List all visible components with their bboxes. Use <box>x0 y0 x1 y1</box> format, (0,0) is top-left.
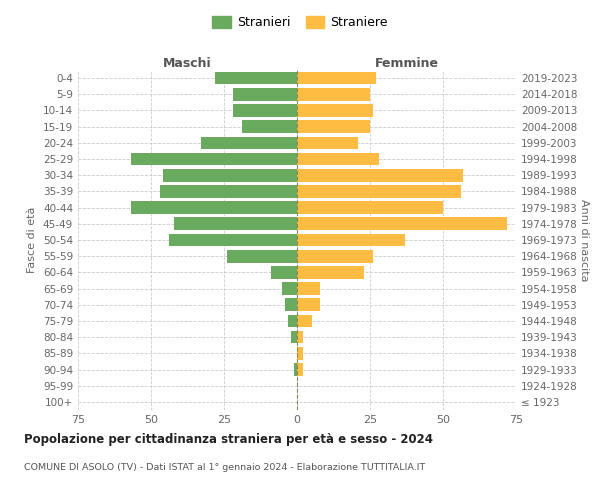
Bar <box>215 72 297 85</box>
Bar <box>163 169 297 181</box>
Bar <box>297 169 463 181</box>
Bar <box>175 218 297 230</box>
Bar <box>227 250 297 262</box>
Bar <box>297 218 507 230</box>
Bar <box>294 363 297 376</box>
Bar <box>297 266 364 278</box>
Bar <box>131 202 297 214</box>
Bar <box>297 185 461 198</box>
Y-axis label: Anni di nascita: Anni di nascita <box>579 198 589 281</box>
Bar <box>297 347 303 360</box>
Bar <box>297 234 405 246</box>
Bar <box>297 250 373 262</box>
Bar <box>169 234 297 246</box>
Bar <box>297 202 443 214</box>
Bar <box>297 152 379 166</box>
Bar <box>242 120 297 133</box>
Bar <box>297 363 303 376</box>
Bar <box>233 88 297 101</box>
Text: Femmine: Femmine <box>374 57 439 70</box>
Bar <box>297 282 320 295</box>
Bar <box>233 104 297 117</box>
Bar <box>160 185 297 198</box>
Bar <box>200 136 297 149</box>
Bar <box>297 88 370 101</box>
Bar <box>288 314 297 328</box>
Bar <box>291 331 297 344</box>
Text: Popolazione per cittadinanza straniera per età e sesso - 2024: Popolazione per cittadinanza straniera p… <box>24 432 433 446</box>
Text: Maschi: Maschi <box>163 57 212 70</box>
Bar <box>286 298 297 311</box>
Y-axis label: Fasce di età: Fasce di età <box>28 207 37 273</box>
Bar <box>297 314 311 328</box>
Legend: Stranieri, Straniere: Stranieri, Straniere <box>207 11 393 34</box>
Bar <box>283 282 297 295</box>
Bar <box>131 152 297 166</box>
Bar <box>297 120 370 133</box>
Text: COMUNE DI ASOLO (TV) - Dati ISTAT al 1° gennaio 2024 - Elaborazione TUTTITALIA.I: COMUNE DI ASOLO (TV) - Dati ISTAT al 1° … <box>24 462 425 471</box>
Bar <box>297 104 373 117</box>
Bar <box>297 298 320 311</box>
Bar <box>297 72 376 85</box>
Bar <box>297 136 358 149</box>
Bar <box>297 331 303 344</box>
Bar <box>271 266 297 278</box>
